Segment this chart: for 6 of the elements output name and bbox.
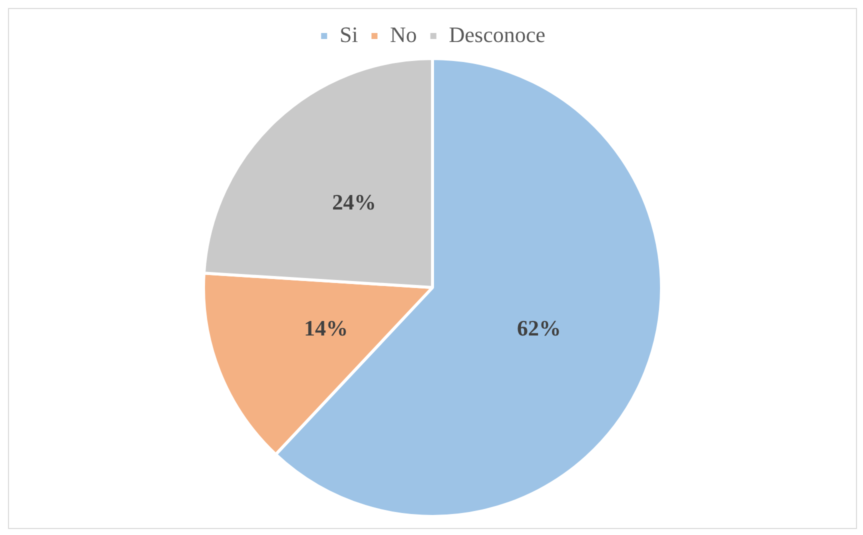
legend-label: Si (340, 22, 358, 47)
data-label: 24% (332, 190, 376, 215)
data-label: 62% (516, 315, 561, 340)
legend-label: No (390, 22, 417, 47)
data-label: 14% (304, 315, 348, 340)
legend-label: Desconoce (448, 22, 546, 47)
